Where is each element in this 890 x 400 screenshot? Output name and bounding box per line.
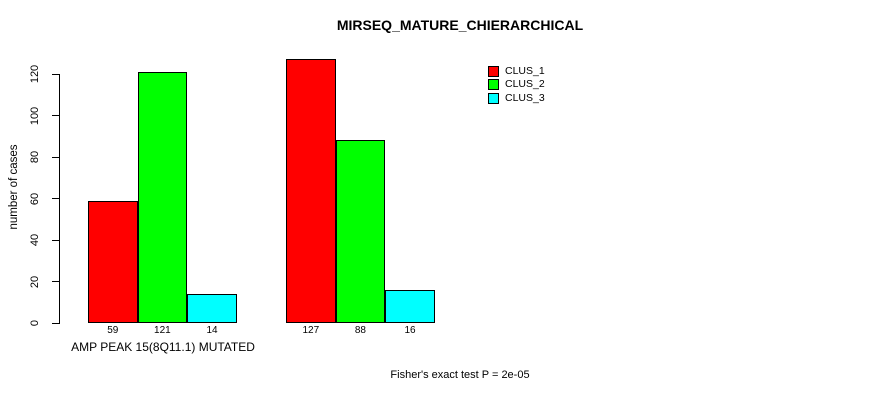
y-axis-title: number of cases	[8, 144, 20, 230]
bar-clus_3-group1	[187, 293, 237, 323]
bar-value-label: 14	[206, 325, 218, 336]
bar-clus_2-group2	[335, 140, 386, 323]
bar-value-label: 127	[302, 325, 320, 336]
y-tick-label: 60	[29, 192, 41, 205]
bar-value-label: 121	[154, 325, 171, 336]
y-tick-label: 40	[29, 233, 41, 247]
bar-value-label: 59	[107, 325, 119, 336]
y-tick-mark	[52, 156, 59, 158]
legend-swatch-clus_3	[488, 92, 499, 104]
y-tick-mark	[52, 239, 59, 241]
stat-annotation: Fisher's exact test P = 2e-05	[390, 369, 530, 381]
y-tick-mark	[52, 73, 59, 75]
bar-clus_1-group1	[88, 200, 138, 323]
y-axis-line	[59, 74, 60, 324]
x-axis-label: AMP PEAK 15(8Q11.1) MUTATED	[71, 340, 255, 354]
bar-value-label: 16	[404, 325, 416, 336]
y-tick-label: 120	[29, 64, 41, 84]
bar-clus_3-group2	[385, 289, 435, 323]
legend-label-clus_1: CLUS_1	[505, 65, 545, 77]
y-tick-label: 0	[29, 319, 41, 327]
bar-clus_1-group2	[286, 59, 336, 323]
bar-value-label: 88	[354, 325, 366, 336]
y-tick-mark	[52, 198, 59, 199]
y-tick-mark	[52, 115, 59, 116]
legend-label-clus_3: CLUS_3	[505, 91, 545, 104]
legend-swatch-clus_1	[488, 66, 499, 77]
y-tick-label: 100	[29, 106, 41, 125]
y-tick-label: 80	[29, 150, 41, 164]
y-tick-mark	[52, 281, 59, 282]
y-tick-mark	[52, 322, 59, 324]
legend-swatch-clus_2	[488, 79, 499, 91]
legend-label-clus_2: CLUS_2	[505, 78, 545, 91]
chart-title: MIRSEQ_MATURE_CHIERARCHICAL	[336, 17, 584, 33]
bar-clus_2-group1	[137, 71, 188, 323]
y-tick-label: 20	[29, 275, 41, 288]
